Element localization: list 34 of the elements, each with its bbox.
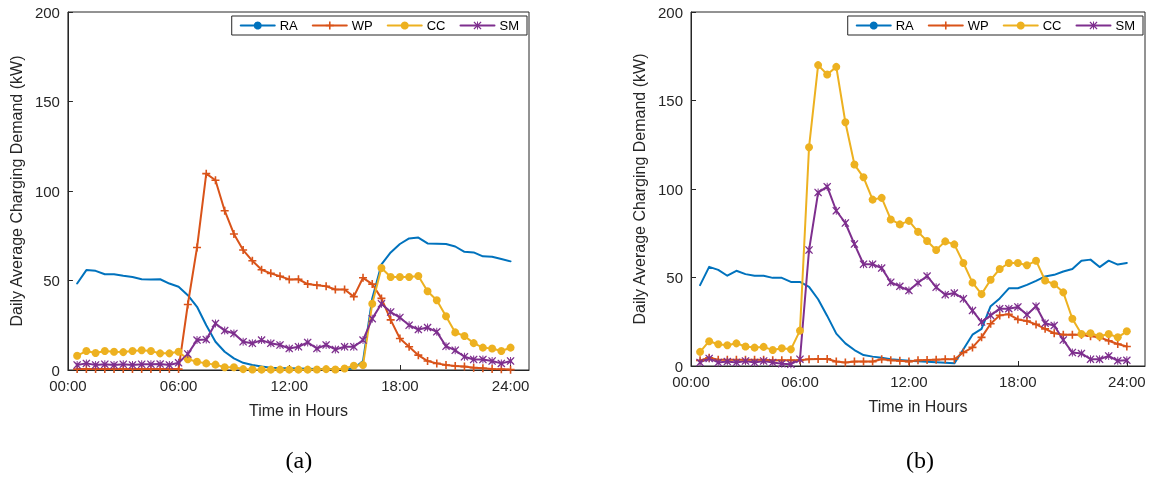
x-tick-label: 00:00	[672, 373, 710, 390]
legend-label: WP	[967, 18, 989, 33]
x-tick-label: 24:00	[1108, 373, 1146, 390]
y-tick-label: 0	[51, 361, 60, 379]
x-tick-label: 00:00	[49, 377, 87, 394]
x-tick-label: 12:00	[270, 377, 309, 394]
x-axis-title: Time in Hours	[868, 397, 968, 415]
x-tick-label: 24:00	[491, 377, 530, 394]
x-tick-label: 18:00	[381, 377, 419, 394]
y-tick-label: 200	[657, 3, 683, 21]
legend-label: SM	[499, 18, 519, 33]
y-tick-label: 50	[666, 269, 683, 286]
y-axis-title: Daily Average Charging Demand (kW)	[7, 55, 25, 327]
text: (b)	[906, 447, 934, 473]
y-tick-label: 150	[34, 93, 60, 110]
legend-label: RA	[895, 18, 915, 33]
x-axis-title: Time in Hours	[248, 401, 348, 419]
x-tick-label: 12:00	[890, 373, 928, 390]
y-tick-label: 50	[43, 272, 60, 289]
y-tick-label: 100	[657, 180, 683, 198]
y-tick-label: 0	[674, 357, 683, 375]
legend-label: CC	[426, 18, 446, 33]
y-tick-label: 200	[34, 3, 60, 21]
x-tick-label: 18:00	[999, 373, 1037, 390]
x-tick-label: 06:00	[781, 373, 819, 390]
x-tick-label: 06:00	[159, 377, 198, 394]
legend-label: WP	[351, 18, 373, 33]
y-axis-title: Daily Average Charging Demand (kW)	[630, 53, 648, 325]
y-tick-label: 100	[34, 182, 60, 200]
legend-label: SM	[1115, 18, 1135, 33]
y-tick-label: 150	[657, 92, 683, 109]
legend-label: CC	[1042, 18, 1062, 33]
text: (a)	[285, 447, 313, 473]
legend-label: RA	[279, 18, 299, 33]
